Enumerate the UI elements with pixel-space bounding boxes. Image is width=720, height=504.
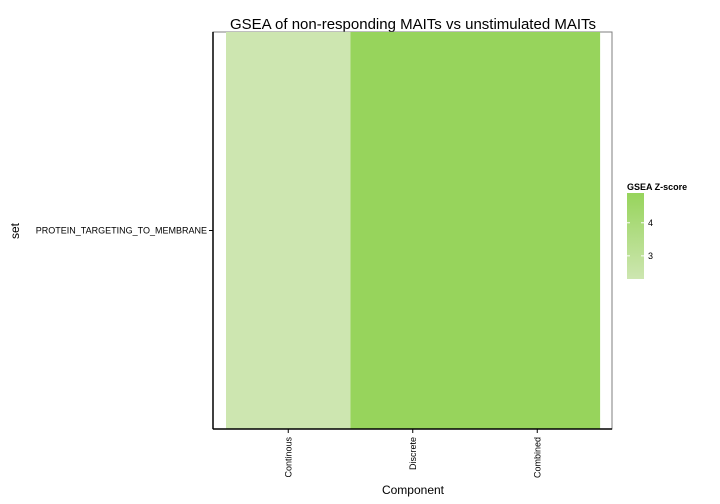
heatmap-cell: [350, 32, 476, 429]
legend-colorbar: [627, 193, 644, 279]
heatmap-cell: [226, 32, 352, 429]
heatmap-cell: [475, 32, 601, 429]
legend: GSEA Z-score 3 4: [627, 182, 687, 279]
y-axis-title: set: [8, 222, 22, 239]
y-tick-label: PROTEIN_TARGETING_TO_MEMBRANE: [36, 226, 207, 236]
x-axis-ticks: Continous Discrete Combined: [283, 429, 542, 478]
chart-title: GSEA of non-responding MAITs vs unstimul…: [230, 16, 596, 33]
y-axis-ticks: PROTEIN_TARGETING_TO_MEMBRANE: [36, 226, 213, 236]
legend-tick-label: 3: [648, 251, 653, 261]
x-axis-title: Component: [382, 483, 445, 497]
x-tick-label: Combined: [532, 437, 542, 478]
plot-panel: [212, 31, 613, 430]
legend-tick-label: 4: [648, 218, 653, 228]
legend-title: GSEA Z-score: [627, 182, 687, 192]
x-tick-label: Discrete: [408, 437, 418, 470]
x-tick-label: Continous: [283, 437, 293, 478]
